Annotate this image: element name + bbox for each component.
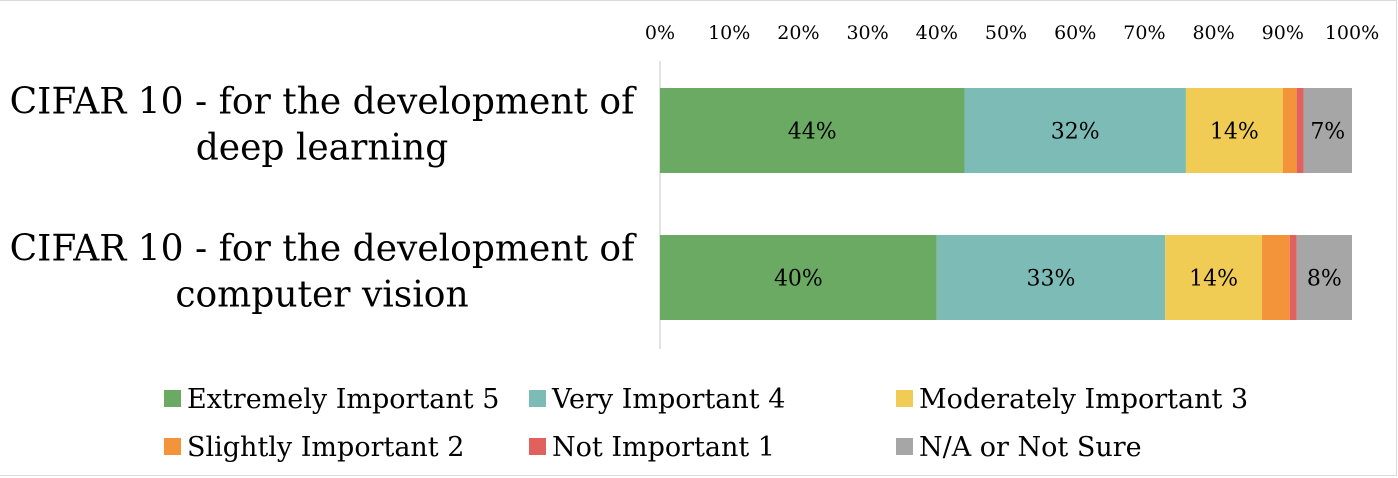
data-label: 14% [1189, 267, 1238, 292]
x-tick-label: 70% [1123, 22, 1165, 44]
bar-segment [660, 88, 965, 173]
x-axis-ticks: 0% 10% 20% 30% 40% 50% 60% 70% 80% 90% 100% [645, 22, 1379, 44]
category-label: CIFAR 10 - for the development of [10, 82, 638, 123]
bar-segment [1303, 88, 1352, 173]
legend-label: N/A or Not Sure [919, 432, 1142, 463]
bar-segment [1262, 235, 1290, 320]
x-tick-label: 100% [1325, 22, 1379, 44]
bar-segment [936, 235, 1166, 320]
bar-segment [1289, 235, 1297, 320]
x-tick-label: 60% [1054, 22, 1096, 44]
legend-label: Slightly Important 2 [187, 432, 464, 463]
legend-swatch [896, 390, 913, 407]
legend-swatch [164, 390, 181, 407]
legend-swatch [164, 438, 181, 455]
category-label: deep learning [196, 128, 449, 169]
legend-swatch [529, 390, 546, 407]
x-tick-label: 10% [708, 22, 750, 44]
category-label: CIFAR 10 - for the development of [10, 229, 638, 270]
legend-swatch [529, 438, 546, 455]
bar-segment [1296, 88, 1304, 173]
x-tick-label: 80% [1192, 22, 1234, 44]
x-tick-label: 30% [846, 22, 888, 44]
x-tick-label: 0% [645, 22, 675, 44]
category-labels: CIFAR 10 - for the development of deep le… [10, 82, 638, 316]
legend-label: Moderately Important 3 [919, 384, 1248, 415]
x-tick-label: 90% [1262, 22, 1304, 44]
x-tick-label: 50% [985, 22, 1027, 44]
bar-segment [964, 88, 1186, 173]
bar-segment [1185, 88, 1283, 173]
data-label: 33% [1027, 267, 1076, 292]
legend-swatch [896, 438, 913, 455]
x-tick-label: 40% [916, 22, 958, 44]
data-labels: 44% 32% 14% 7% 40% 33% 14% 8% [774, 120, 1345, 292]
legend: Extremely Important 5 Very Important 4 Mod… [164, 384, 1248, 463]
data-label: 44% [788, 120, 837, 145]
data-label: 14% [1210, 120, 1259, 145]
data-label: 40% [774, 267, 823, 292]
bar-segment [1296, 235, 1352, 320]
x-tick-label: 20% [777, 22, 819, 44]
bar-segment [1282, 88, 1297, 173]
category-label: computer vision [175, 275, 468, 316]
bar-segment [660, 235, 937, 320]
legend-label: Extremely Important 5 [187, 384, 499, 415]
legend-label: Very Important 4 [551, 384, 785, 415]
legend-label: Not Important 1 [552, 432, 775, 463]
bar-segments [660, 88, 1352, 320]
bar-segment [1165, 235, 1263, 320]
data-label: 7% [1310, 120, 1345, 145]
data-label: 32% [1051, 120, 1100, 145]
data-label: 8% [1307, 267, 1342, 292]
